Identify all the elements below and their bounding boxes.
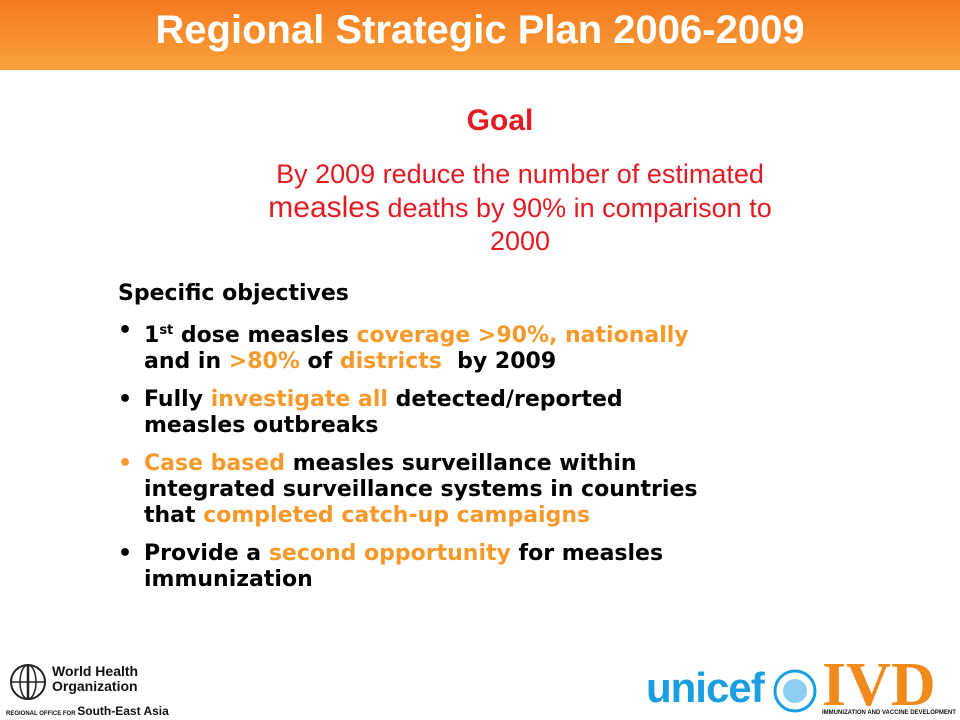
unicef-logo: unicef — [646, 664, 765, 711]
objective-line: immunization — [144, 567, 938, 593]
objective-segment: of — [299, 349, 340, 374]
objective-segment: Fully — [144, 387, 211, 412]
bullet: • — [118, 318, 133, 343]
objective-segment: st — [159, 323, 174, 338]
objective-segment: completed catch-up campaigns — [203, 503, 591, 528]
who-emblem — [10, 664, 46, 700]
who-office: REGIONAL OFFICE FOR South-East Asia — [6, 704, 169, 718]
objective-segment: immunization — [144, 567, 313, 592]
who-line: World Health — [52, 663, 139, 679]
goal-line: measles deaths by 90% in comparison to — [120, 191, 920, 225]
objective-segment: that — [144, 503, 204, 528]
objective-segment: >80% — [228, 349, 300, 374]
objective-segment: second opportunity — [268, 541, 511, 566]
who-line: Organization — [52, 678, 138, 694]
header-bar: Regional Strategic Plan 2006-2009 — [0, 0, 960, 70]
goal-line: By 2009 reduce the number of estimated — [120, 158, 920, 191]
who-office-name: South-East Asia — [77, 704, 169, 718]
objective-segment: 1 — [144, 323, 160, 348]
objective-item: • Fully investigate all detected/reported… — [118, 387, 938, 439]
who-name: World Health Organization — [52, 664, 138, 694]
objective-line: integrated surveillance systems in count… — [144, 477, 938, 503]
objective-segment: Case based — [144, 451, 286, 476]
goal-heading: Goal — [466, 104, 534, 137]
goal-text: By 2009 reduce the number of estimated me… — [120, 158, 920, 258]
objectives: Specific objectives • 1st dose measles co… — [118, 281, 938, 605]
objective-segment: Provide a — [144, 541, 269, 566]
bullet: • — [118, 387, 133, 412]
objective-line: and in >80% of districts by 2009 — [144, 349, 938, 375]
who-office-prefix: REGIONAL OFFICE FOR — [6, 711, 76, 717]
objective-segment: detected/reported — [387, 387, 623, 412]
objective-line: 1st dose measles coverage >90%, national… — [144, 318, 938, 349]
goal-segment: measles — [268, 191, 380, 224]
goal-line: 2000 — [120, 225, 920, 258]
objective-line: Provide a second opportunity for measles — [144, 541, 938, 567]
objective-line: that completed catch-up campaigns — [144, 503, 938, 529]
objective-segment: measles outbreaks — [144, 413, 379, 438]
objective-item: • 1st dose measles coverage >90%, nationa… — [118, 318, 938, 375]
objective-segment: integrated surveillance systems in count… — [144, 477, 698, 502]
objectives-heading: Specific objectives — [118, 281, 349, 306]
goal-segment: 2000 — [489, 226, 551, 256]
objective-item: • Case based measles surveillance within i… — [118, 451, 938, 529]
ivd-caption: IMMUNIZATION AND VACCINE DEVELOPMENT — [822, 710, 956, 716]
objective-line: Fully investigate all detected/reported — [144, 387, 938, 413]
unicef-emblem — [773, 669, 817, 713]
objective-item: • Provide a second opportunity for measle… — [118, 541, 938, 593]
bullet: • — [118, 451, 133, 476]
objective-segment: coverage >90%, nationally — [356, 323, 689, 348]
goal-segment: deaths by 90% in comparison to — [379, 193, 772, 223]
objective-line: Case based measles surveillance within — [144, 451, 938, 477]
goal-segment: By 2009 reduce the number of estimated — [276, 159, 764, 189]
ivd-logo: IVD — [822, 651, 936, 719]
objective-segment: by 2009 — [441, 349, 557, 374]
objective-segment: investigate all — [210, 387, 388, 412]
objective-segment: measles surveillance within — [285, 451, 637, 476]
objective-segment: districts — [339, 349, 442, 374]
title: Regional Strategic Plan 2006-2009 — [155, 8, 805, 52]
objective-segment: and in — [144, 349, 229, 374]
objective-segment: dose measles — [173, 323, 357, 348]
bullet: • — [118, 541, 133, 566]
objective-line: measles outbreaks — [144, 413, 938, 439]
objective-segment: for measles — [510, 541, 664, 566]
